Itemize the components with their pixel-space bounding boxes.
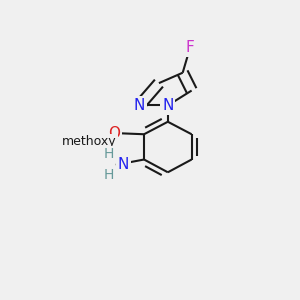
- Text: N: N: [134, 98, 145, 113]
- Text: N: N: [118, 158, 129, 172]
- Text: methoxy: methoxy: [62, 135, 116, 148]
- Text: F: F: [186, 40, 194, 55]
- Text: H: H: [103, 148, 114, 161]
- Text: N: N: [162, 98, 173, 113]
- Text: O: O: [108, 126, 120, 141]
- Text: H: H: [103, 168, 114, 182]
